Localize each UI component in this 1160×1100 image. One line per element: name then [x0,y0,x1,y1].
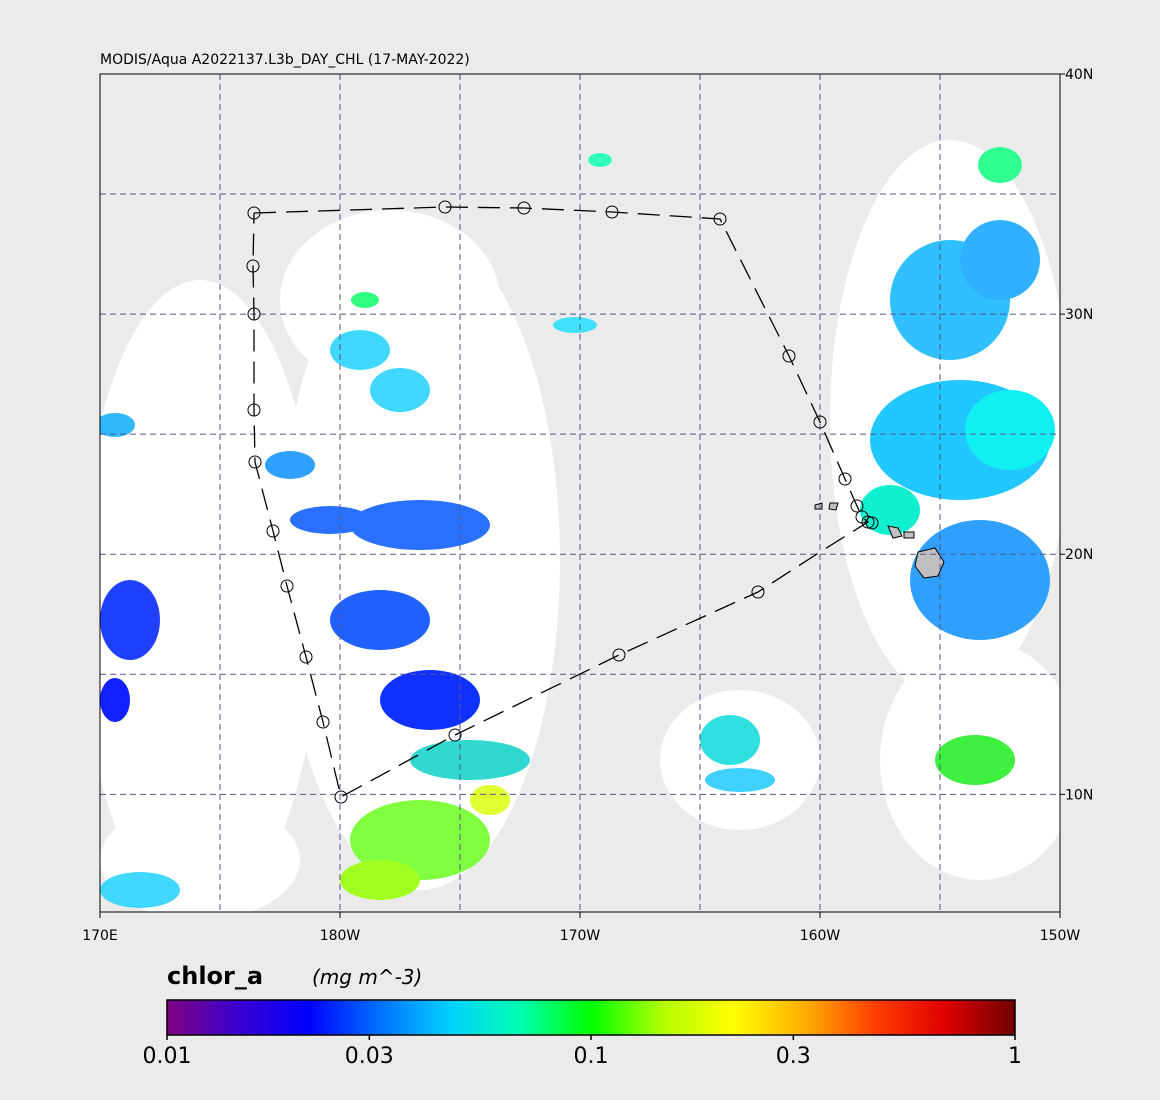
y-tick-label: 30N [1065,307,1093,323]
colorbar [166,999,1016,1036]
chlorophyll-patches [100,147,1055,908]
cruise-track [246,200,879,804]
x-tick-label: 170W [560,928,601,944]
colorbar-tick-label: 0.1 [574,1044,609,1069]
colorbar-tick-label: 0.3 [776,1044,811,1069]
colorbar-tick-label: 0.01 [143,1044,192,1069]
x-tick-label: 150W [1040,928,1081,944]
map-title: MODIS/Aqua A2022137.L3b_DAY_CHL (17-MAY-… [100,52,470,68]
y-tick-label: 20N [1065,547,1093,563]
colorbar-tick-label: 0.03 [345,1044,394,1069]
colorbar-tick-label: 1 [1008,1044,1022,1069]
y-tick-label: 40N [1065,67,1093,83]
y-tick-label: 10N [1065,787,1093,803]
x-tick-label: 170E [82,928,118,944]
x-tick-label: 180W [320,928,361,944]
x-tick-label: 160W [800,928,841,944]
colorbar-label: chlor_a [167,962,263,990]
map-plot [100,74,1060,912]
hawaii-islands [814,502,945,579]
colorbar-units: (mg m^-3) [312,965,422,989]
